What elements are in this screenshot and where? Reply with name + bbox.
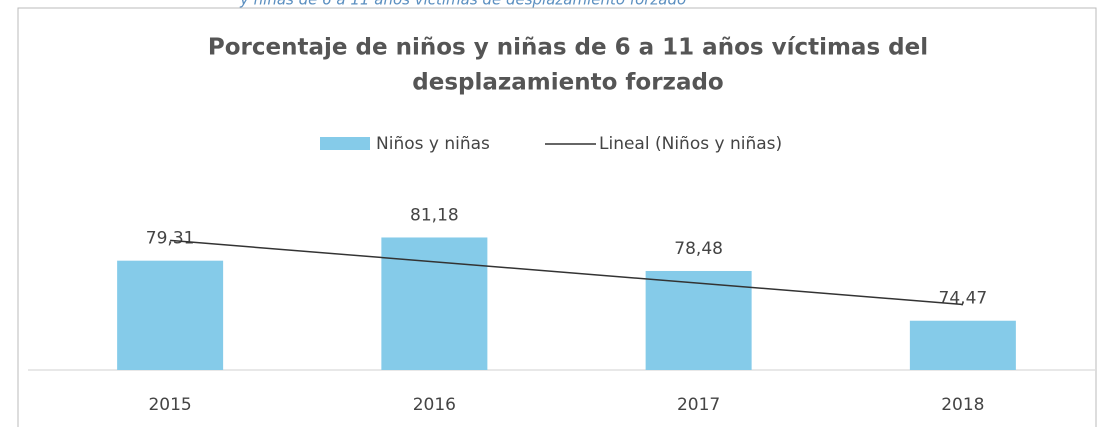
legend-label: Niños y niñas [376, 134, 490, 154]
bar [909, 320, 1016, 370]
x-tick-label: 2017 [677, 395, 720, 415]
bar [117, 260, 224, 370]
chart-title: Porcentaje de niños y niñas de 6 a 11 añ… [208, 35, 928, 61]
legend-swatch [320, 137, 370, 150]
x-tick-label: 2015 [148, 395, 191, 415]
legend-label: Lineal (Niños y niñas) [599, 134, 782, 154]
bar [645, 270, 752, 370]
caption: y niñas de 6 a 11 años víctimas de despl… [239, 0, 686, 9]
value-label: 81,18 [410, 205, 459, 225]
chart-title: desplazamiento forzado [412, 70, 723, 96]
trend-line [170, 239, 963, 306]
bar [381, 237, 488, 370]
value-label: 79,31 [146, 229, 195, 249]
chart-frame [17, 7, 1097, 427]
value-label: 74,47 [939, 289, 988, 309]
x-tick-label: 2016 [413, 395, 456, 415]
value-label: 78,48 [674, 239, 723, 259]
x-tick-label: 2018 [941, 395, 984, 415]
